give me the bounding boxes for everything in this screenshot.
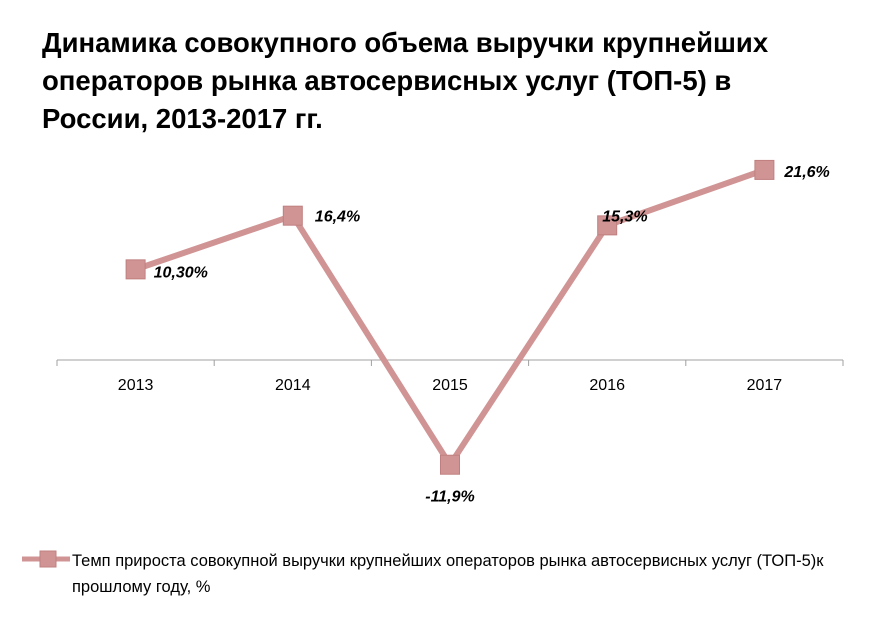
series-line [134,167,766,471]
x-tick-label: 2017 [747,377,783,394]
data-label: 16,4% [315,209,360,226]
legend: Темп прироста совокупной выручки крупней… [20,548,880,600]
data-labels: 10,30% 16,4% -11,9% 15,3% 21,6% [154,164,830,506]
x-tick-label: 2015 [432,377,468,394]
data-label: 21,6% [783,164,829,181]
data-point-marker [597,215,618,236]
data-label: 10,30% [154,264,208,281]
series-line-layer [134,167,766,471]
data-point-marker [125,259,146,280]
series-markers [125,159,775,475]
data-point-marker [440,454,460,475]
line-chart: 2013 2014 2015 2016 2017 10,30% 16,4% -11,9% 15… [56,159,844,506]
legend-square-icon [39,550,57,568]
x-tick-label: 2013 [118,377,154,394]
data-label: -11,9% [425,489,475,506]
x-axis: 2013 2014 2015 2016 2017 [56,359,844,394]
data-point-marker [282,205,303,226]
chart-title: Динамика совокупного объема выручки круп… [42,27,769,134]
data-label: 15,3% [602,208,647,225]
legend-marker [22,550,70,568]
data-point-marker [754,159,775,180]
legend-label: Темп прироста совокупной выручки крупней… [72,552,824,596]
x-tick-label: 2016 [589,377,625,394]
x-tick-label: 2014 [275,377,311,394]
